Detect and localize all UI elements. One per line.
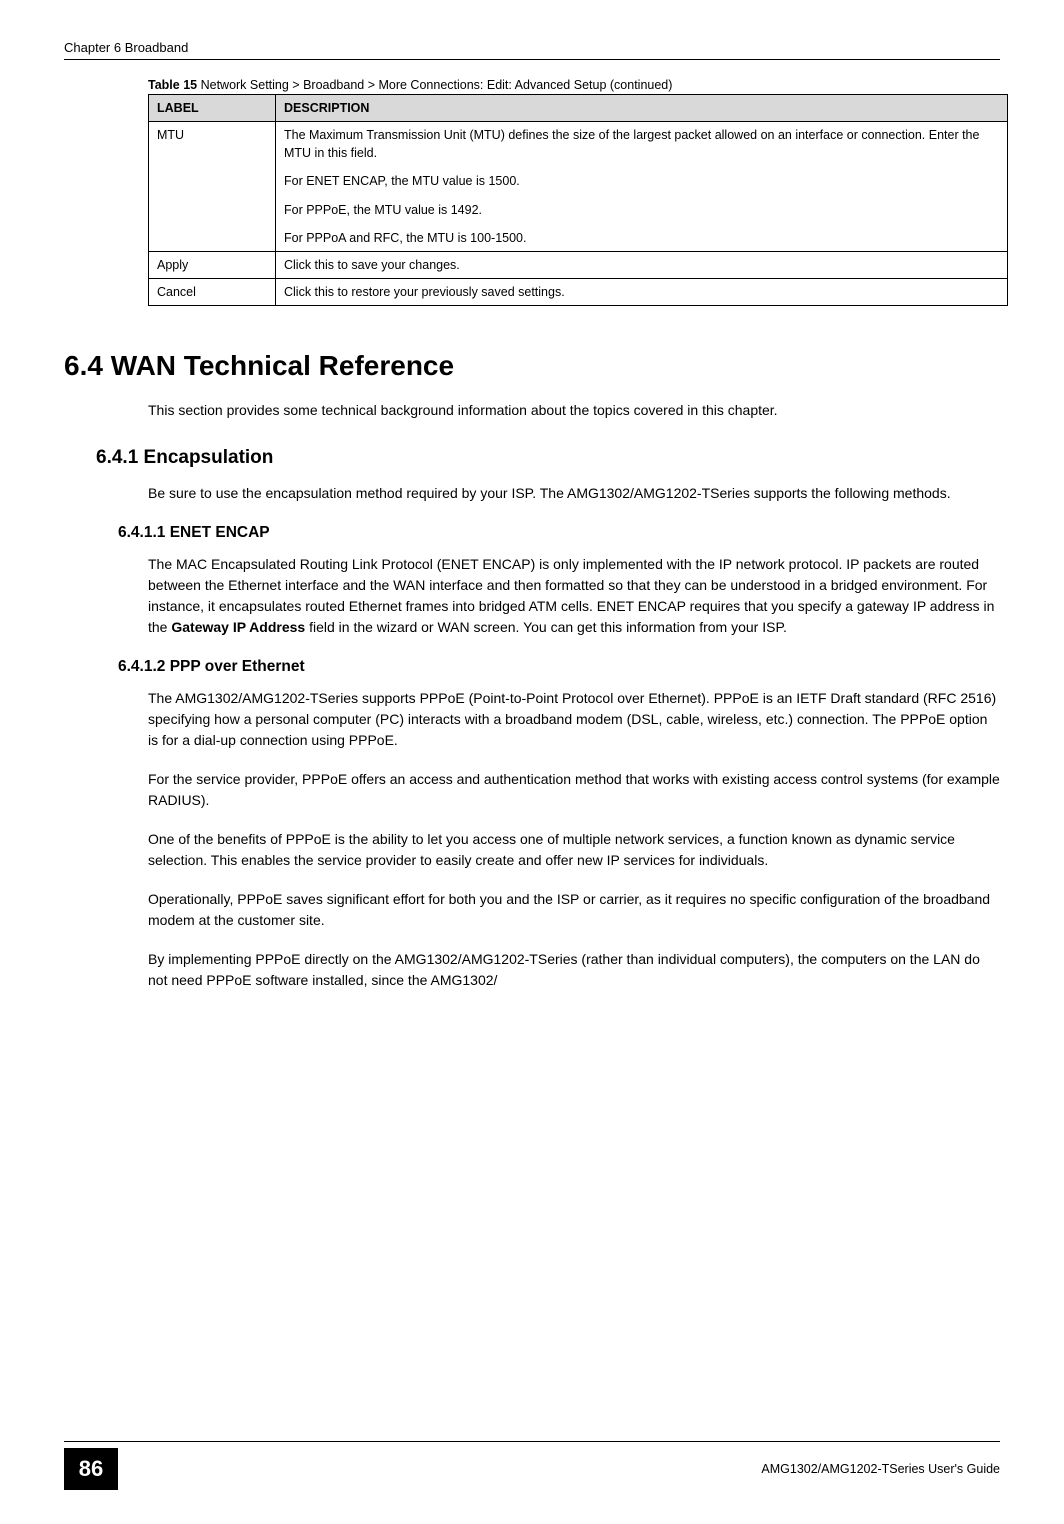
footer-rule	[64, 1441, 1000, 1442]
section-6-4-1-heading: 6.4.1 Encapsulation	[96, 447, 1000, 469]
table-row: MTU The Maximum Transmission Unit (MTU) …	[149, 122, 1008, 252]
body-suffix: field in the wizard or WAN screen. You c…	[305, 619, 787, 635]
table-caption-text: Network Setting > Broadband > More Conne…	[201, 78, 673, 92]
table-caption: Table 15 Network Setting > Broadband > M…	[148, 78, 1000, 92]
col-description: DESCRIPTION	[276, 95, 1008, 122]
running-header: Chapter 6 Broadband	[64, 40, 1000, 59]
page: Chapter 6 Broadband Table 15 Network Set…	[0, 0, 1064, 1524]
row-label: Cancel	[149, 278, 276, 305]
body-bold: Gateway IP Address	[171, 619, 305, 635]
row-description: Click this to save your changes.	[276, 251, 1008, 278]
section-6-4-intro: This section provides some technical bac…	[148, 400, 1000, 421]
desc-paragraph: For PPPoE, the MTU value is 1492.	[284, 201, 999, 219]
row-label: MTU	[149, 122, 276, 252]
table-header-row: LABEL DESCRIPTION	[149, 95, 1008, 122]
desc-paragraph: For PPPoA and RFC, the MTU is 100-1500.	[284, 229, 999, 247]
row-description: The Maximum Transmission Unit (MTU) defi…	[276, 122, 1008, 252]
footer-row: 86 AMG1302/AMG1202-TSeries User's Guide	[64, 1448, 1000, 1490]
col-label: LABEL	[149, 95, 276, 122]
section-6-4-1-intro: Be sure to use the encapsulation method …	[148, 483, 1000, 504]
desc-paragraph: For ENET ENCAP, the MTU value is 1500.	[284, 172, 999, 190]
header-rule	[64, 59, 1000, 60]
section-6-4-1-1-heading: 6.4.1.1 ENET ENCAP	[118, 524, 1000, 542]
row-description: Click this to restore your previously sa…	[276, 278, 1008, 305]
desc-paragraph: The Maximum Transmission Unit (MTU) defi…	[284, 126, 999, 162]
footer: 86 AMG1302/AMG1202-TSeries User's Guide	[0, 1441, 1064, 1490]
section-6-4-heading: 6.4 WAN Technical Reference	[64, 350, 1000, 382]
table-body: MTU The Maximum Transmission Unit (MTU) …	[149, 122, 1008, 306]
section-6-4-1-2-p1: The AMG1302/AMG1202-TSeries supports PPP…	[148, 688, 1000, 751]
section-6-4-1-2-p3: One of the benefits of PPPoE is the abil…	[148, 829, 1000, 871]
chapter-label: Chapter 6 Broadband	[64, 40, 188, 55]
settings-table: LABEL DESCRIPTION MTU The Maximum Transm…	[148, 94, 1008, 306]
table-row: Apply Click this to save your changes.	[149, 251, 1008, 278]
table-row: Cancel Click this to restore your previo…	[149, 278, 1008, 305]
table-head: LABEL DESCRIPTION	[149, 95, 1008, 122]
row-label: Apply	[149, 251, 276, 278]
section-6-4-1-2-p5: By implementing PPPoE directly on the AM…	[148, 949, 1000, 991]
table-caption-prefix: Table 15	[148, 78, 197, 92]
footer-guide-title: AMG1302/AMG1202-TSeries User's Guide	[761, 1462, 1000, 1476]
section-6-4-1-1-body: The MAC Encapsulated Routing Link Protoc…	[148, 554, 1000, 638]
section-6-4-1-2-p4: Operationally, PPPoE saves significant e…	[148, 889, 1000, 931]
section-6-4-1-2-p2: For the service provider, PPPoE offers a…	[148, 769, 1000, 811]
page-number: 86	[64, 1448, 118, 1490]
section-6-4-1-2-heading: 6.4.1.2 PPP over Ethernet	[118, 658, 1000, 676]
